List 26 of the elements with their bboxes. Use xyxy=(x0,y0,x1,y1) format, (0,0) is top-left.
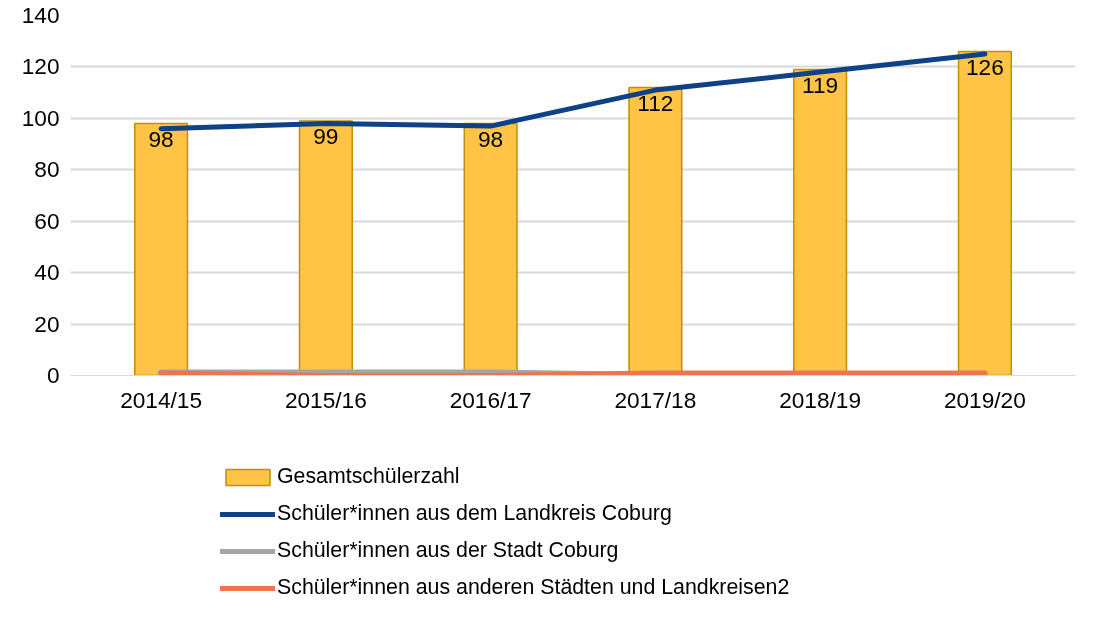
data-label: 112 xyxy=(637,89,674,116)
bar xyxy=(134,122,189,376)
data-label: 126 xyxy=(965,53,1004,80)
y-tick-label: 80 xyxy=(34,156,60,183)
legend-label: Schüler*innen aus der Stadt Coburg xyxy=(277,538,619,563)
legend-label: Schüler*innen aus anderen Städten und Landkreisen2 xyxy=(277,575,790,600)
legend-label: Gesamtschülerzahl xyxy=(277,464,460,489)
y-tick-label: 100 xyxy=(21,104,60,131)
y-tick-label: 140 xyxy=(21,2,60,28)
y-tick-label: 20 xyxy=(34,310,60,337)
x-tick-label: 2019/20 xyxy=(943,386,1026,413)
bar xyxy=(957,50,1012,376)
y-tick-label: 0 xyxy=(46,362,60,388)
x-tick-label: 2018/19 xyxy=(779,386,862,413)
data-label: 98 xyxy=(148,125,174,152)
data-label: 119 xyxy=(802,71,839,98)
x-tick-label: 2016/17 xyxy=(449,386,532,413)
x-tick-label: 2014/15 xyxy=(120,386,203,413)
y-tick-label: 120 xyxy=(21,53,60,80)
x-tick-label: 2015/16 xyxy=(284,386,367,413)
y-tick-label: 60 xyxy=(34,207,60,234)
data-label: 99 xyxy=(313,122,339,149)
data-label: 98 xyxy=(478,125,504,152)
x-tick-label: 2017/18 xyxy=(614,386,697,413)
y-tick-label: 40 xyxy=(34,259,60,286)
legend-label: Schüler*innen aus dem Landkreis Coburg xyxy=(277,501,672,526)
